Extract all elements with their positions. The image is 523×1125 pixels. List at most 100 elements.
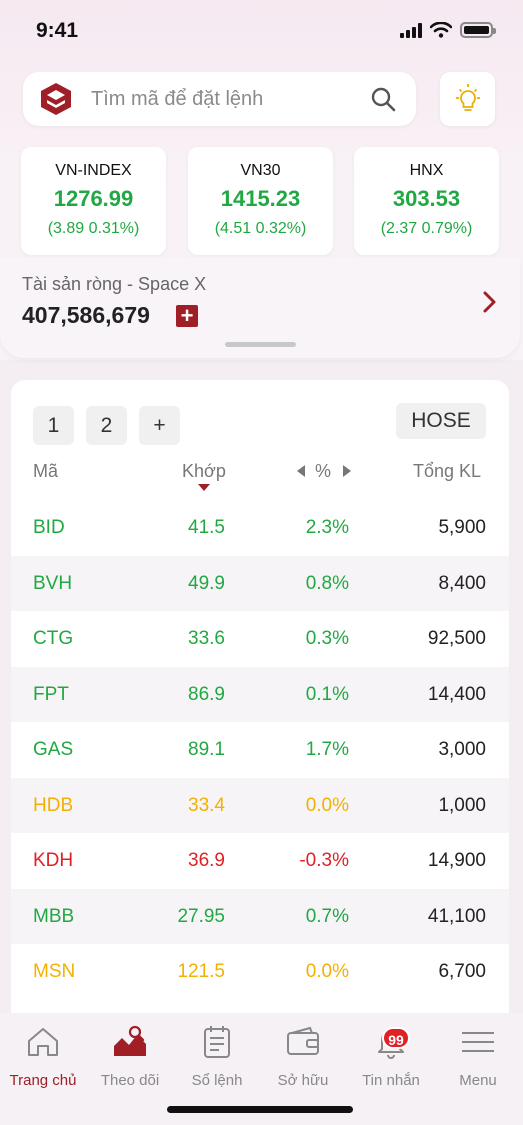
stock-price: 27.95 [177,905,225,927]
stock-price: 86.9 [188,683,225,705]
table-row[interactable]: BID 41.5 2.3% 5,900 [11,500,509,556]
stock-symbol: MSN [33,961,76,982]
stock-volume: 14,400 [427,683,486,705]
stock-percent: 0.0% [305,961,349,982]
stock-symbol: CTG [33,628,74,649]
stock-volume: 14,900 [427,850,486,871]
wallet-icon [287,1026,319,1055]
order-book-icon [204,1026,230,1058]
stock-percent: 0.1% [305,683,349,705]
chart-icon [114,1025,146,1056]
search-icon[interactable] [370,86,396,112]
nav-label: Tin nhắn [362,1072,420,1089]
signal-icon [400,22,422,38]
net-assets-value: 407,586,679 [22,302,150,328]
table-row[interactable]: MSN 121.5 0.0% 6,700 [11,944,509,1000]
home-icon [28,1028,58,1056]
stock-symbol: GAS [33,739,74,760]
wifi-icon [430,22,452,38]
table-row[interactable]: CTG 33.6 0.3% 92,500 [11,611,509,667]
index-name: VN-INDEX [55,162,132,179]
asset-panel [0,258,520,358]
exchange-selector[interactable]: HOSE [396,403,486,439]
stock-symbol: FPT [33,683,69,705]
stock-percent: 0.8% [305,572,349,594]
nav-label: Sở hữu [277,1072,329,1089]
nav-item-order-book[interactable]: Sổ lệnh [172,1022,262,1089]
stock-price: 41.5 [188,517,225,538]
nav-item-menu[interactable]: Menu [433,1022,523,1089]
stock-symbol: BID [33,517,65,538]
tab-watchlist-1[interactable]: 1 [33,406,74,445]
table-row[interactable]: BVH 49.9 0.8% 8,400 [11,555,509,611]
stock-price: 33.6 [188,628,225,649]
index-name: VN30 [240,162,281,179]
stock-percent: 1.7% [305,739,349,760]
chevron-right-icon[interactable] [482,290,498,314]
stock-symbol: BVH [33,572,73,594]
index-card-vnindex[interactable]: VN-INDEX 1276.99 (3.89 0.31%) [21,147,166,255]
stock-volume: 5,900 [438,517,486,538]
table-row[interactable]: FPT 86.9 0.1% 14,400 [11,666,509,722]
index-card-vn30[interactable]: VN30 1415.23 (4.51 0.32%) [188,147,333,255]
expand-plus-icon[interactable]: + [176,305,198,327]
search-input[interactable] [91,84,361,114]
table-row[interactable]: MBB 27.95 0.7% 41,100 [11,888,509,944]
nav-label: Menu [459,1072,497,1089]
tab-watchlist-2[interactable]: 2 [86,406,127,445]
home-indicator [167,1106,353,1113]
stock-percent: 0.0% [305,794,349,816]
net-assets-label: Tài sản ròng - Space X [22,274,207,294]
brand-logo-icon [41,83,71,115]
idea-button[interactable] [440,72,495,126]
lightbulb-icon [455,84,480,111]
stock-volume: 6,700 [438,961,486,982]
table-row[interactable]: HDB 33.4 0.0% 1,000 [11,777,509,833]
index-card-hnx[interactable]: HNX 303.53 (2.37 0.79%) [354,147,499,255]
index-value: 1415.23 [220,186,301,211]
column-header-volume[interactable]: Tổng KL [413,461,482,481]
stock-percent: -0.3% [299,850,349,871]
stock-symbol: MBB [33,905,75,927]
stock-price: 33.4 [188,794,225,816]
stock-volume: 1,000 [438,794,486,816]
column-header-symbol[interactable]: Mã [33,461,59,481]
nav-item-portfolio[interactable]: Sở hữu [258,1022,348,1089]
status-time: 9:41 [36,19,79,42]
nav-label: Sổ lệnh [191,1072,243,1089]
stock-volume: 92,500 [427,628,486,649]
stock-percent: 2.3% [305,517,349,538]
stock-price: 49.9 [188,572,225,594]
sort-desc-icon [198,484,210,491]
table-row[interactable]: KDH 36.9 -0.3% 14,900 [11,833,509,889]
stock-symbol: HDB [33,794,74,816]
status-bar: 9:41 [0,0,523,60]
caret-right-icon[interactable] [343,465,351,477]
stock-volume: 41,100 [427,905,486,927]
drag-handle[interactable] [225,342,296,347]
index-change: (2.37 0.79%) [380,220,473,237]
nav-label: Trang chủ [9,1072,77,1089]
index-value: 1276.99 [53,186,134,211]
stock-volume: 3,000 [438,739,486,760]
index-value: 303.53 [392,186,461,211]
stock-price: 121.5 [177,961,225,982]
column-header-price[interactable]: Khớp [182,461,226,481]
menu-icon [462,1032,494,1052]
nav-label: Theo dõi [100,1072,160,1089]
nav-item-home[interactable]: Trang chủ [0,1022,88,1089]
stock-volume: 8,400 [438,572,486,594]
watchlist-panel [11,380,509,1125]
index-change: (4.51 0.32%) [214,220,307,237]
add-watchlist-button[interactable]: + [139,406,180,445]
stock-price: 36.9 [188,850,225,871]
stock-percent: 0.7% [305,905,349,927]
stock-price: 89.1 [188,739,225,760]
nav-item-watchlist[interactable]: Theo dõi [85,1022,175,1089]
column-header-percent[interactable]: % [315,461,332,481]
search-box[interactable] [23,72,416,126]
caret-left-icon[interactable] [297,465,305,477]
table-row[interactable]: GAS 89.1 1.7% 3,000 [11,722,509,778]
battery-icon [460,22,496,38]
index-change: (3.89 0.31%) [47,220,140,237]
